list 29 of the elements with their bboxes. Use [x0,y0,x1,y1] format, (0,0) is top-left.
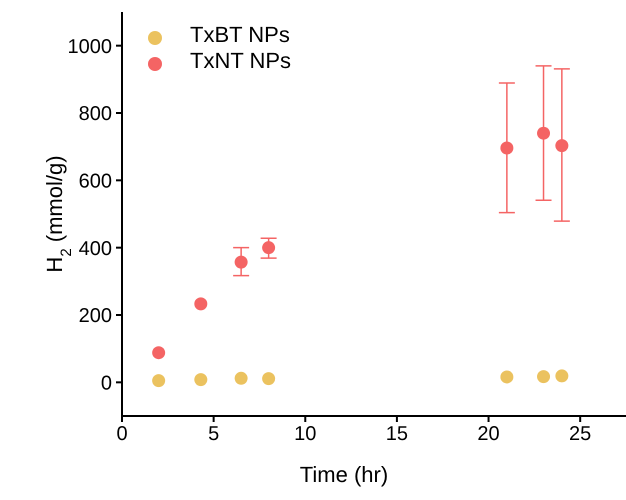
x-tick-label: 5 [208,423,220,446]
x-tick-label: 0 [116,423,128,446]
legend-label: TxNT NPs [190,48,292,73]
point [537,126,550,140]
point [194,297,208,310]
point [500,142,514,155]
x-tick-label: 25 [569,423,592,446]
y-tick-label: 600 [78,170,112,192]
y-tick-label: 0 [100,372,112,394]
point [262,372,276,386]
point [194,373,208,386]
x-axis-title: Time (hr) [300,462,388,487]
point [262,241,276,254]
y-tick-label: 400 [78,238,112,260]
point [234,256,248,269]
point [234,372,248,385]
x-tick-label: 10 [294,423,316,446]
y-tick-label: 800 [78,103,112,126]
point [555,369,568,382]
x-tick-label: 20 [477,423,500,446]
point [152,374,166,388]
y-tick-label: 200 [78,305,112,328]
point [537,370,550,384]
point [555,139,568,152]
point [152,346,166,360]
x-tick-label: 15 [386,423,408,446]
y-tick-label: 1000 [68,36,112,58]
point [500,370,514,384]
legend-label: TxBT NPs [190,22,290,47]
